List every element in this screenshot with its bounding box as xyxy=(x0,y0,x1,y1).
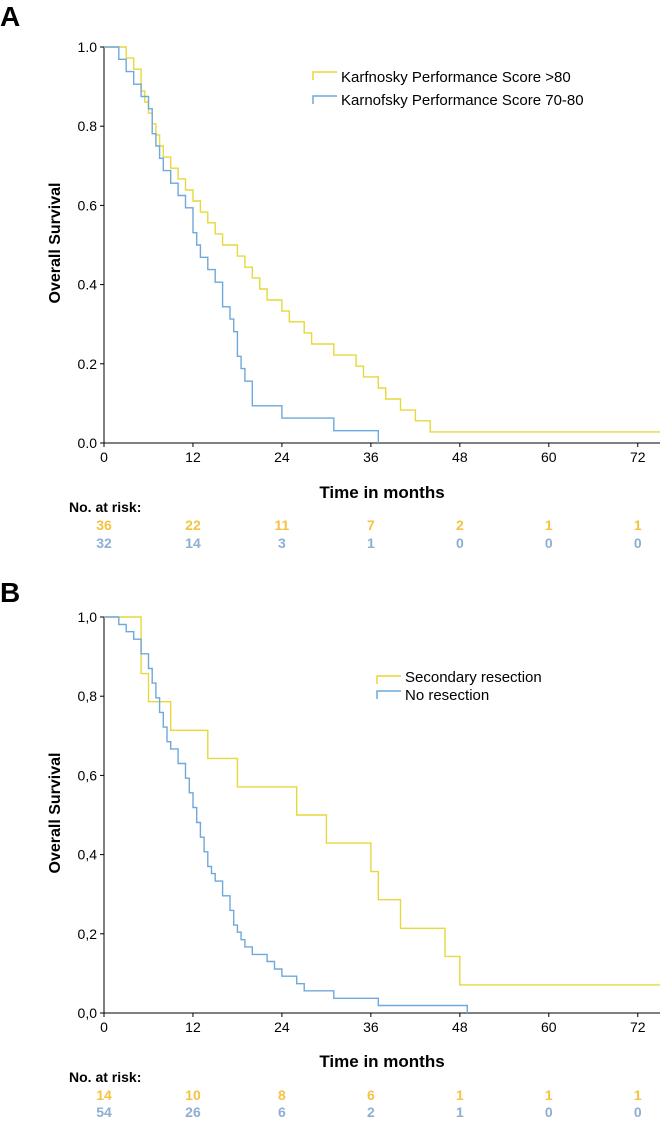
panel-a-risk-count-series-2: 3 xyxy=(278,535,286,551)
panel-b-risk-title: No. at risk: xyxy=(69,1069,141,1085)
panel-b-letter: B xyxy=(0,577,20,608)
panel-b-risk-count-series-2: 54 xyxy=(96,1104,112,1120)
panel-a-x-tick-label: 72 xyxy=(630,449,646,465)
panel-a-risk-count-series-2: 0 xyxy=(456,535,464,551)
panel-a-y-axis-label: Overall Survival xyxy=(47,183,64,304)
panel-a-y-tick-label: 0.0 xyxy=(78,435,98,451)
panel-a-y-tick-label: 0.4 xyxy=(78,277,98,293)
panel-b-y-tick-label: 0,4 xyxy=(78,847,98,863)
panel-a-risk-count-series-1: 22 xyxy=(185,517,201,533)
panel-a-legend-label-1: Karfnosky Performance Score >80 xyxy=(341,69,571,86)
panel-a-y-tick-label: 0.2 xyxy=(78,356,98,372)
panel-a-legend-swatch-2 xyxy=(312,95,337,104)
panel-b-risk-count-series-1: 10 xyxy=(185,1087,201,1103)
panel-a-risk-count-series-1: 1 xyxy=(634,517,642,533)
panel-a-x-tick-label: 12 xyxy=(185,449,201,465)
panel-a-y-tick-label: 0.6 xyxy=(78,197,98,213)
panel-a-legend-swatch-1 xyxy=(312,71,337,80)
panel-a-risk-count-series-2: 1 xyxy=(367,535,375,551)
panel-b-y-tick-label: 0,8 xyxy=(78,688,98,704)
panel-a-risk-count-series-1: 7 xyxy=(367,517,375,533)
panel-b-risk-count-series-1: 14 xyxy=(96,1087,112,1103)
panel-a: A Overall Survival Time in months Karfno… xyxy=(0,1,660,551)
panel-b-risk-count-series-2: 26 xyxy=(185,1104,201,1120)
panel-a-x-tick-label: 24 xyxy=(274,449,290,465)
panel-a-x-tick-label: 48 xyxy=(452,449,468,465)
panel-a-letter: A xyxy=(0,1,20,32)
panel-a-curve-series-2 xyxy=(104,46,379,443)
panel-a-x-tick-label: 60 xyxy=(541,449,557,465)
panel-a-risk-count-series-2: 0 xyxy=(545,535,553,551)
panel-a-x-axis-label: Time in months xyxy=(319,483,444,502)
panel-b-legend-label-1: Secondary resection xyxy=(405,669,542,686)
panel-b-x-tick-label: 36 xyxy=(363,1019,379,1035)
panel-b-legend-label-2: No resection xyxy=(405,687,489,704)
panel-b-risk-count-series-1: 1 xyxy=(634,1087,642,1103)
panel-b-curve-series-2 xyxy=(104,616,468,1013)
panel-a-legend: Karfnosky Performance Score >80 Karnofsk… xyxy=(312,69,584,109)
panel-a-risk-title: No. at risk: xyxy=(69,499,141,515)
panel-b-x-tick-label: 0 xyxy=(100,1019,108,1035)
panel-a-risk-count-series-1: 36 xyxy=(96,517,112,533)
panel-b-legend: Secondary resection No resection xyxy=(376,669,542,704)
panel-b-risk-count-series-1: 1 xyxy=(545,1087,553,1103)
panel-a-risk-count-series-2: 32 xyxy=(96,535,112,551)
panel-b-x-tick-label: 24 xyxy=(274,1019,290,1035)
panel-b-risk-count-series-2: 6 xyxy=(278,1104,286,1120)
panel-b-risk-count-series-1: 1 xyxy=(456,1087,464,1103)
panel-a-x-tick-label: 36 xyxy=(363,449,379,465)
panel-a-risk-count-series-1: 2 xyxy=(456,517,464,533)
panel-b-x-tick-label: 12 xyxy=(185,1019,201,1035)
panel-a-risk-count-series-2: 14 xyxy=(185,535,201,551)
panel-b-y-tick-label: 0,6 xyxy=(78,767,98,783)
panel-b-x-axis-label: Time in months xyxy=(319,1052,444,1071)
panel-a-y-tick-label: 0.8 xyxy=(78,118,98,134)
panel-b-y-axis-label: Overall Survival xyxy=(47,753,64,874)
panel-b-y-tick-label: 1,0 xyxy=(78,609,98,625)
panel-a-legend-label-2: Karnofsky Performance Score 70-80 xyxy=(341,92,584,109)
panel-b-x-tick-label: 72 xyxy=(630,1019,646,1035)
panel-a-risk-count-series-1: 11 xyxy=(275,517,290,533)
panel-a-risk-count-series-2: 0 xyxy=(634,535,642,551)
panel-a-x-tick-label: 0 xyxy=(100,449,108,465)
panel-b-risk-count-series-2: 1 xyxy=(456,1104,464,1120)
panel-b-x-tick-label: 60 xyxy=(541,1019,557,1035)
panel-b-legend-swatch-1 xyxy=(376,675,401,684)
panel-b-x-tick-label: 48 xyxy=(452,1019,468,1035)
panel-a-y-tick-label: 1.0 xyxy=(78,39,98,55)
panel-b-legend-swatch-2 xyxy=(376,690,401,699)
panel-b: B Overall Survival Time in months Second… xyxy=(0,577,660,1120)
panel-b-risk-count-series-1: 8 xyxy=(278,1087,286,1103)
panel-b-y-tick-label: 0,0 xyxy=(78,1005,98,1021)
panel-b-curve-series-1 xyxy=(104,616,660,986)
panel-b-risk-count-series-2: 0 xyxy=(545,1104,553,1120)
panel-a-risk-count-series-1: 1 xyxy=(545,517,553,533)
panel-b-y-tick-label: 0,2 xyxy=(78,926,98,942)
panel-b-risk-count-series-2: 0 xyxy=(634,1104,642,1120)
panel-b-risk-count-series-2: 2 xyxy=(367,1104,375,1120)
panel-b-risk-count-series-1: 6 xyxy=(367,1087,375,1103)
